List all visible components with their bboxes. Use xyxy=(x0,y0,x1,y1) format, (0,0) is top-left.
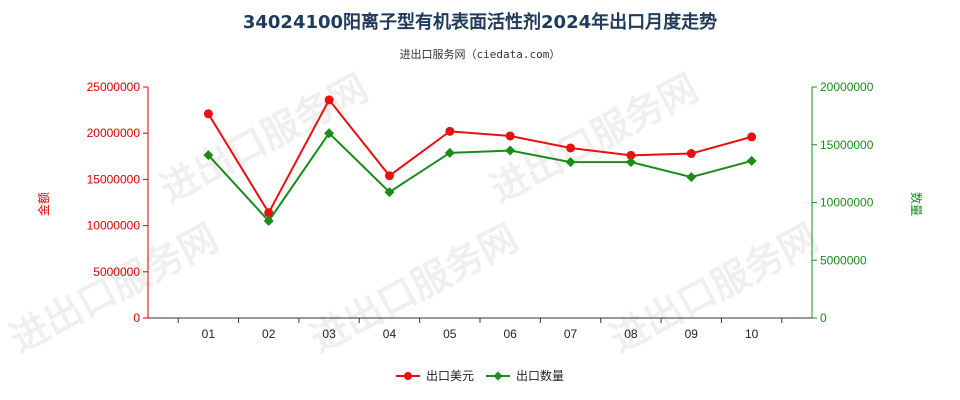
series-2-point xyxy=(746,155,757,166)
right-tick-label: 15000000 xyxy=(820,138,874,152)
series-1-point xyxy=(505,131,515,141)
watermark-text: 进出口服务网 xyxy=(303,216,525,362)
series-1-point xyxy=(384,171,394,181)
left-tick-label: 15000000 xyxy=(87,172,141,186)
series-1-point xyxy=(264,208,274,218)
series-layer xyxy=(203,95,757,226)
left-axis-label: 金额 xyxy=(36,192,51,216)
series-2-point xyxy=(324,128,335,139)
x-tick-label: 05 xyxy=(443,327,457,341)
x-tick-label: 04 xyxy=(383,327,397,341)
axes: 0 5000000 10000000 15000000 20000000 25000000… xyxy=(87,80,874,341)
x-tick-label: 07 xyxy=(564,327,578,341)
series-1-point xyxy=(203,109,213,119)
right-tick-label: 0 xyxy=(820,311,827,325)
chart-subtitle: 进出口服务网（ciedata.com） xyxy=(400,47,561,61)
series-1-point xyxy=(747,132,757,142)
series-2-point xyxy=(505,145,516,156)
x-tick-label: 02 xyxy=(262,327,276,341)
legend-label-1: 出口美元 xyxy=(426,369,474,383)
legend-marker-2 xyxy=(493,371,503,381)
series-1-point xyxy=(566,143,576,153)
series-1-point xyxy=(686,149,696,159)
series-line-1 xyxy=(207,98,752,215)
series-2-point xyxy=(565,157,576,168)
x-tick-label: 06 xyxy=(504,327,518,341)
left-tick-label: 10000000 xyxy=(87,219,141,233)
right-tick-label: 5000000 xyxy=(820,253,867,267)
left-tick-label: 0 xyxy=(133,311,140,325)
legend-marker-1 xyxy=(404,372,412,380)
right-axis-label: 数量 xyxy=(909,192,924,216)
x-tick-label: 10 xyxy=(745,327,759,341)
x-tick-label: 03 xyxy=(322,327,336,341)
right-tick-label: 20000000 xyxy=(820,80,874,94)
x-tick-label: 08 xyxy=(624,327,638,341)
series-1-point xyxy=(445,126,455,136)
right-tick-label: 10000000 xyxy=(820,196,874,210)
series-line-2 xyxy=(207,131,752,223)
watermark-text: 进出口服务网 xyxy=(483,66,705,212)
series-2-point xyxy=(263,215,274,226)
legend-label-2: 出口数量 xyxy=(516,368,564,383)
left-tick-label: 20000000 xyxy=(87,126,141,140)
x-tick-label: 09 xyxy=(685,327,699,341)
watermark-text: 进出口服务网 xyxy=(3,216,225,362)
series-2-point xyxy=(686,172,697,183)
series-2-point xyxy=(444,147,455,158)
left-tick-label: 5000000 xyxy=(93,265,140,279)
left-tick-label: 25000000 xyxy=(87,80,141,94)
series-1-point xyxy=(324,95,334,105)
series-2-point xyxy=(625,157,636,168)
series-2-point xyxy=(203,150,214,161)
x-tick-label: 01 xyxy=(202,327,216,341)
series-1-point xyxy=(626,150,636,160)
watermark-text: 进出口服务网 xyxy=(153,66,375,212)
chart-title: 34024100阳离子型有机表面活性剂2024年出口月度走势 xyxy=(243,11,717,33)
legend: 出口美元 出口数量 xyxy=(396,368,564,383)
series-2-point xyxy=(384,187,395,198)
